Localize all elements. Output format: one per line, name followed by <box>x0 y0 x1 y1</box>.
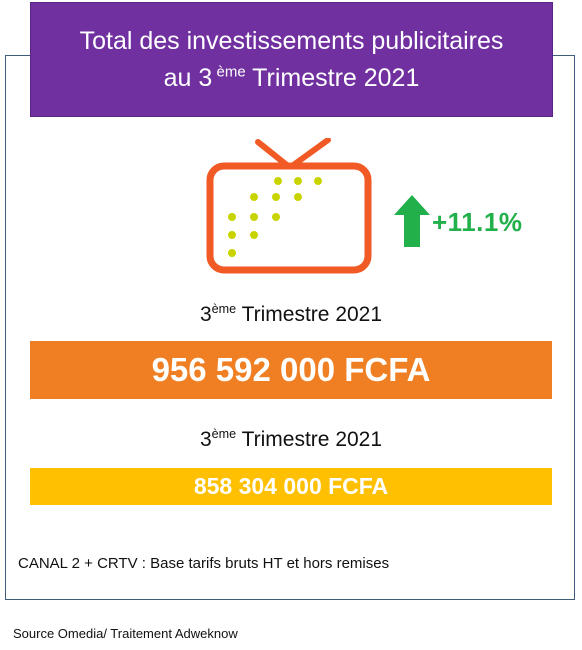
previous-period-label: 3ème Trimestre 2021 <box>0 428 582 452</box>
arrow-up-icon <box>394 195 430 247</box>
current-label-prefix: 3 <box>199 303 212 326</box>
source-credit: Source Omedia/ Traitement Adweknow <box>13 626 238 641</box>
title-line-1: Total des investissements publicitaires <box>79 26 504 55</box>
header-banner: Total des investissements publicitaires … <box>30 2 553 117</box>
current-amount-bar: 956 592 000 FCFA <box>30 341 552 399</box>
title-line-2-prefix: au 3 <box>163 63 213 92</box>
previous-label-prefix: 3 <box>199 428 212 451</box>
title-line-2-suffix: Trimestre 2021 <box>245 63 420 92</box>
title-line-2: au 3 ème Trimestre 2021 <box>164 60 420 97</box>
current-amount: 956 592 000 FCFA <box>151 351 431 388</box>
growth-percentage: +11.1% <box>432 207 523 237</box>
previous-amount: 858 304 000 FCFA <box>193 473 389 499</box>
previous-amount-bar: 858 304 000 FCFA <box>30 468 552 505</box>
content-frame <box>5 55 575 600</box>
current-period-label: 3ème Trimestre 2021 <box>0 303 582 327</box>
title-line-2-sup: ème <box>212 63 246 81</box>
methodology-note: CANAL 2 + CRTV : Base tarifs bruts HT et… <box>18 555 390 572</box>
previous-label-suffix: Trimestre 2021 <box>236 428 383 451</box>
previous-label-sup: ème <box>211 427 237 441</box>
current-label-sup: ème <box>211 302 237 316</box>
current-label-suffix: Trimestre 2021 <box>236 303 383 326</box>
tv-icon <box>206 138 372 274</box>
